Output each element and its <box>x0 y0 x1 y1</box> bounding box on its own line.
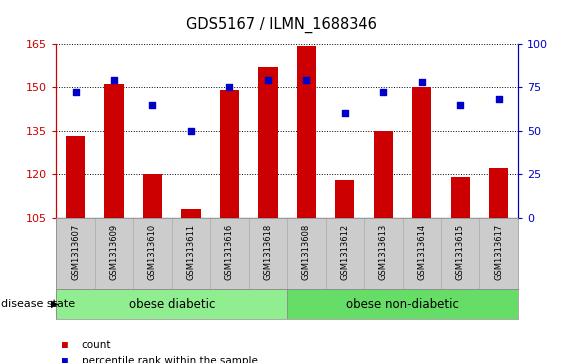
Bar <box>56 289 287 319</box>
Point <box>109 77 118 83</box>
Text: GSM1313609: GSM1313609 <box>110 224 118 280</box>
Text: GSM1313616: GSM1313616 <box>225 224 234 280</box>
Text: disease state: disease state <box>1 299 75 309</box>
Bar <box>287 289 518 319</box>
Text: GSM1313611: GSM1313611 <box>186 224 195 280</box>
Bar <box>143 174 162 218</box>
Bar <box>220 90 239 218</box>
Text: GSM1313613: GSM1313613 <box>379 224 388 280</box>
Point <box>148 102 157 107</box>
Text: GSM1313617: GSM1313617 <box>494 224 503 280</box>
Point <box>225 84 234 90</box>
Text: GSM1313610: GSM1313610 <box>148 224 157 280</box>
Point <box>340 110 349 116</box>
Text: GSM1313618: GSM1313618 <box>263 224 272 280</box>
Point <box>302 77 311 83</box>
Bar <box>258 67 278 218</box>
Bar <box>335 180 355 218</box>
Bar <box>104 84 124 218</box>
Text: GSM1313614: GSM1313614 <box>417 224 426 280</box>
Text: percentile rank within the sample: percentile rank within the sample <box>82 356 257 363</box>
Text: ▶: ▶ <box>51 299 59 309</box>
Text: GSM1313615: GSM1313615 <box>456 224 464 280</box>
Bar <box>374 131 393 218</box>
Text: obese non-diabetic: obese non-diabetic <box>346 298 459 310</box>
Text: GSM1313612: GSM1313612 <box>341 224 349 280</box>
Text: GSM1313608: GSM1313608 <box>302 224 311 280</box>
Text: count: count <box>82 340 111 350</box>
Bar <box>450 177 470 218</box>
Point <box>71 89 80 95</box>
Text: ■: ■ <box>62 356 68 363</box>
Text: GSM1313607: GSM1313607 <box>71 224 80 280</box>
Point <box>494 97 503 102</box>
Bar <box>489 168 508 218</box>
Point <box>455 102 464 107</box>
Point <box>263 77 272 83</box>
Point <box>417 79 426 85</box>
Bar <box>412 87 431 218</box>
Bar <box>297 46 316 218</box>
Text: ■: ■ <box>62 340 68 350</box>
Point <box>379 89 388 95</box>
Bar <box>66 136 85 218</box>
Bar <box>181 209 200 218</box>
Text: GDS5167 / ILMN_1688346: GDS5167 / ILMN_1688346 <box>186 16 377 33</box>
Point <box>186 128 195 134</box>
Text: obese diabetic: obese diabetic <box>128 298 215 310</box>
